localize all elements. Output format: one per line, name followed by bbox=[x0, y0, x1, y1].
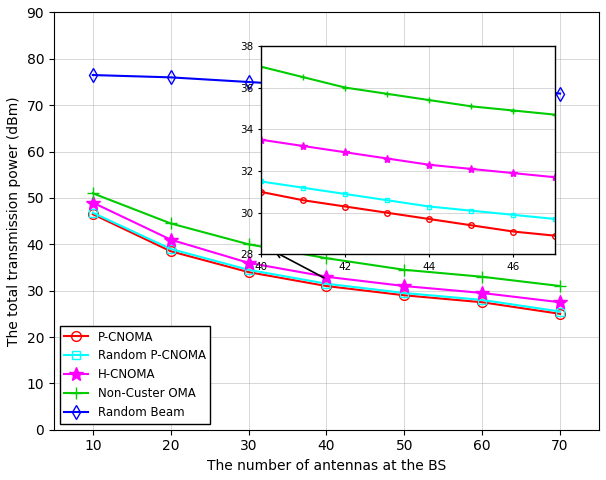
H-CNOMA bbox=[401, 283, 408, 289]
Non-Custer OMA bbox=[167, 220, 175, 226]
Random Beam bbox=[401, 86, 408, 92]
H-CNOMA bbox=[556, 300, 564, 305]
Random Beam bbox=[556, 91, 564, 96]
Random P-CNOMA bbox=[89, 210, 96, 216]
Random Beam bbox=[89, 72, 96, 78]
P-CNOMA bbox=[556, 311, 564, 317]
Line: Random P-CNOMA: Random P-CNOMA bbox=[88, 209, 564, 316]
Random P-CNOMA bbox=[556, 309, 564, 314]
Y-axis label: The total transmission power (dBm): The total transmission power (dBm) bbox=[7, 96, 21, 346]
Line: P-CNOMA: P-CNOMA bbox=[88, 209, 565, 319]
X-axis label: The number of antennas at the BS: The number of antennas at the BS bbox=[207, 459, 446, 473]
Line: H-CNOMA: H-CNOMA bbox=[86, 196, 567, 309]
H-CNOMA bbox=[245, 260, 252, 266]
Non-Custer OMA bbox=[245, 241, 252, 247]
Random Beam bbox=[167, 74, 175, 80]
Random Beam bbox=[479, 82, 486, 87]
Non-Custer OMA bbox=[401, 267, 408, 273]
P-CNOMA bbox=[479, 300, 486, 305]
P-CNOMA bbox=[89, 211, 96, 217]
Random Beam bbox=[323, 84, 330, 89]
P-CNOMA bbox=[323, 283, 330, 289]
P-CNOMA bbox=[167, 248, 175, 254]
Random P-CNOMA bbox=[479, 297, 486, 303]
H-CNOMA bbox=[479, 290, 486, 296]
Non-Custer OMA bbox=[89, 191, 96, 196]
Non-Custer OMA bbox=[556, 283, 564, 289]
Line: Random Beam: Random Beam bbox=[88, 70, 565, 98]
Random P-CNOMA bbox=[401, 290, 408, 296]
Line: Non-Custer OMA: Non-Custer OMA bbox=[87, 187, 567, 292]
Random P-CNOMA bbox=[245, 267, 252, 273]
H-CNOMA bbox=[323, 274, 330, 280]
H-CNOMA bbox=[167, 237, 175, 242]
Random Beam bbox=[245, 79, 252, 85]
Random P-CNOMA bbox=[323, 281, 330, 287]
P-CNOMA bbox=[245, 269, 252, 275]
Non-Custer OMA bbox=[479, 274, 486, 280]
P-CNOMA bbox=[401, 292, 408, 298]
H-CNOMA bbox=[89, 200, 96, 205]
Legend: P-CNOMA, Random P-CNOMA, H-CNOMA, Non-Custer OMA, Random Beam: P-CNOMA, Random P-CNOMA, H-CNOMA, Non-Cu… bbox=[60, 326, 210, 424]
Non-Custer OMA bbox=[323, 255, 330, 261]
Random P-CNOMA bbox=[167, 246, 175, 252]
